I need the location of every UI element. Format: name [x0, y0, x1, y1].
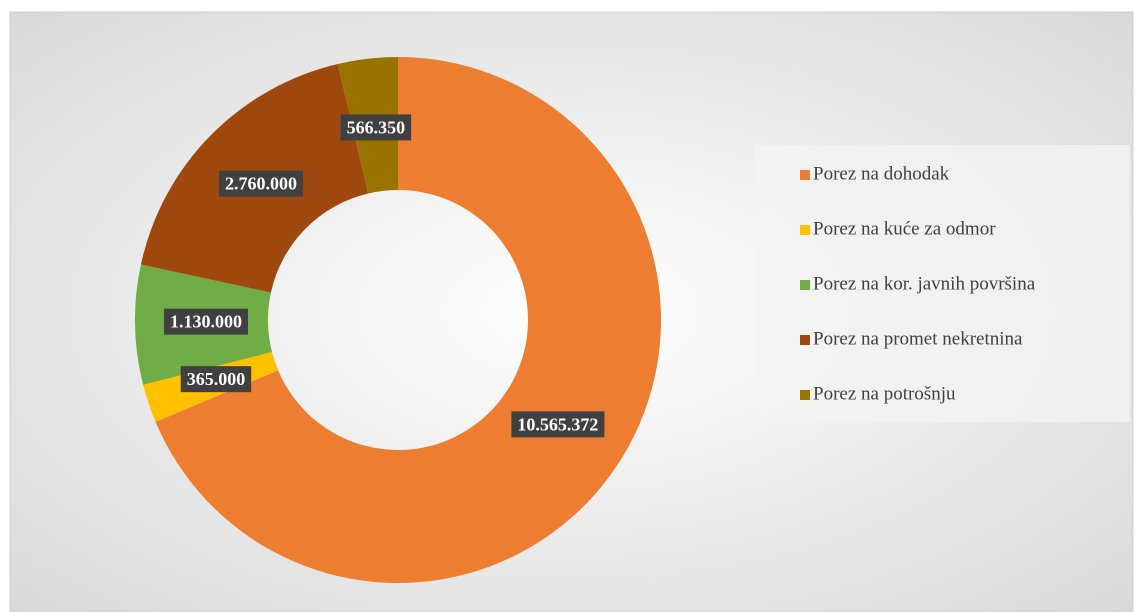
data-label-box	[180, 366, 252, 393]
donut-slice	[155, 57, 661, 583]
legend-marker	[800, 390, 810, 400]
data-label: 566.350	[347, 117, 406, 137]
data-label-box	[511, 411, 605, 438]
data-label-box	[218, 170, 303, 197]
data-label: 2.760.000	[225, 174, 297, 194]
data-label-box	[164, 308, 249, 335]
legend-label: Porez na promet nekretnina	[813, 328, 1023, 349]
legend-marker	[800, 225, 810, 235]
legend-marker	[800, 280, 810, 290]
legend-label: Porez na kor. javnih površina	[813, 273, 1036, 294]
data-label: 10.565.372	[517, 414, 598, 434]
legend-label: Porez na kuće za odmor	[813, 218, 996, 239]
data-label: 365.000	[187, 369, 246, 389]
legend-label: Porez na potrošnju	[813, 383, 956, 404]
legend-marker	[800, 170, 810, 180]
legend-box	[755, 145, 1130, 422]
legend-marker	[800, 335, 810, 345]
data-label-box	[340, 114, 412, 141]
data-label: 1.130.000	[170, 312, 242, 332]
legend-label: Porez na dohodak	[813, 163, 950, 184]
